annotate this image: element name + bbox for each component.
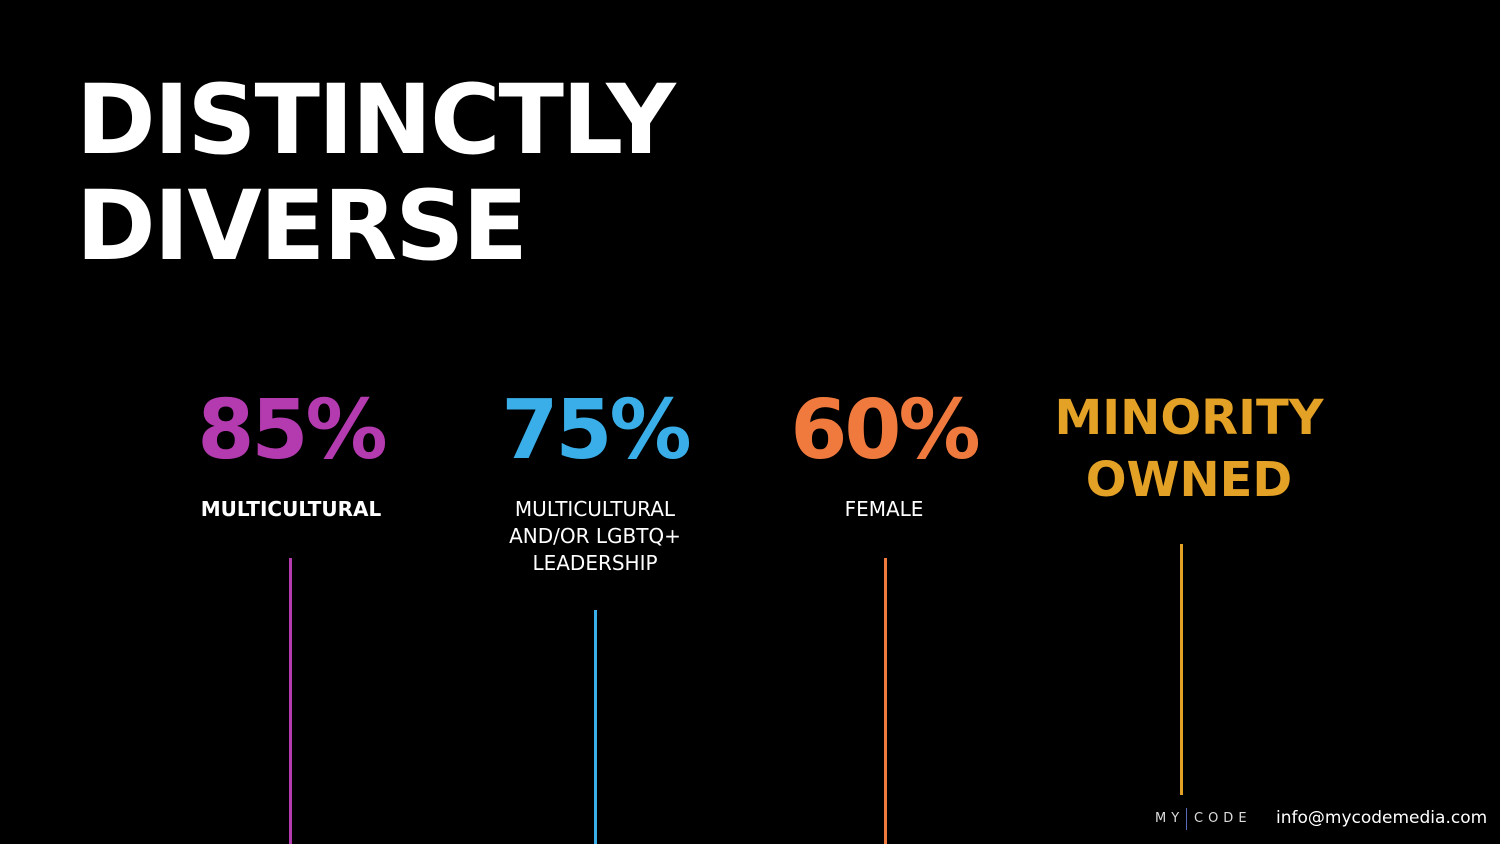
- logo-text: CODE: [1194, 811, 1252, 826]
- stat-figure: 75%: [501, 383, 691, 478]
- stat-figure: 85%: [197, 383, 387, 478]
- title-line: DIVERSE: [76, 170, 528, 282]
- divider-line: [884, 558, 887, 844]
- stat-caption: AND/OR LGBTQ+: [509, 524, 681, 548]
- logo-text: MY: [1155, 811, 1185, 826]
- divider-line: [594, 610, 597, 844]
- stat-caption: LEADERSHIP: [532, 551, 658, 575]
- footer-email: info@mycodemedia.com: [1276, 808, 1488, 828]
- stat-caption: MULTICULTURAL: [514, 497, 676, 521]
- stat-figure: OWNED: [1085, 452, 1293, 508]
- divider-line: [289, 558, 292, 844]
- stat-figure: MINORITY: [1054, 390, 1324, 446]
- divider-line: [1180, 544, 1183, 795]
- stat-caption: MULTICULTURAL: [200, 497, 382, 521]
- stat-figure: 60%: [790, 383, 980, 478]
- stat-caption: FEMALE: [844, 497, 924, 521]
- title-line: DISTINCTLY: [76, 64, 676, 176]
- logo-divider: [1186, 808, 1187, 830]
